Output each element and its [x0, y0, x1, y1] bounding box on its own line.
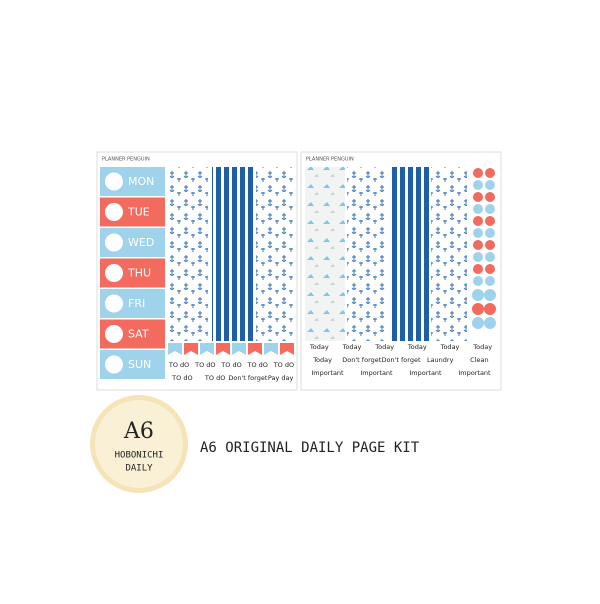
- sticker-text: TO dO: [220, 361, 241, 369]
- day-label: WED: [128, 236, 154, 249]
- dot: [485, 276, 495, 286]
- flag: [280, 343, 294, 355]
- sticker-text: Don't forget: [228, 374, 267, 382]
- dot: [485, 192, 495, 202]
- dot: [485, 216, 495, 226]
- sticker-text: TO dO: [168, 361, 189, 369]
- flag: [248, 343, 262, 355]
- day-label: FRI: [128, 297, 145, 310]
- dot: [485, 228, 495, 238]
- dot: [473, 192, 483, 202]
- flag: [168, 343, 182, 355]
- sticker-text: Today: [440, 343, 460, 351]
- dot: [473, 276, 483, 286]
- sticker-text: Pay day: [268, 374, 294, 382]
- stripes: [212, 167, 254, 341]
- pattern: [168, 167, 208, 341]
- brand: PLANNER PENGUIN: [306, 157, 354, 163]
- day-circle: [105, 233, 123, 252]
- day-label: THU: [127, 267, 151, 280]
- flag: [216, 343, 230, 355]
- badge-line: DAILY: [125, 464, 153, 474]
- dot: [473, 180, 483, 190]
- flower: [472, 303, 484, 315]
- dot: [473, 264, 483, 274]
- sticker-text: Don't forget: [342, 356, 381, 364]
- brand: PLANNER PENGUIN: [102, 157, 150, 163]
- dot: [473, 240, 483, 250]
- flower: [484, 303, 496, 315]
- day-label: SAT: [128, 328, 149, 341]
- day-label: TUE: [127, 206, 150, 219]
- sticker-text: Today: [407, 343, 427, 351]
- dot: [485, 240, 495, 250]
- badge: A6 HOBONICHI DAILY: [90, 395, 188, 493]
- pattern: [347, 167, 385, 341]
- dot: [473, 168, 483, 178]
- day-circle: [105, 264, 123, 282]
- badge-face: [95, 400, 183, 488]
- dot: [485, 168, 495, 178]
- sticker-text: Today: [374, 343, 394, 351]
- day-circle: [105, 325, 123, 343]
- sticker-text: Today: [309, 343, 329, 351]
- pattern: [256, 167, 296, 341]
- sticker-text: Today: [342, 343, 362, 351]
- flower: [484, 317, 496, 329]
- left-sheet: PLANNER PENGUIN MON TUE WED THU FRI SAT SUN TO …: [96, 151, 298, 391]
- sticker-text: Clean: [470, 356, 488, 364]
- pattern: [305, 167, 345, 341]
- flower: [472, 289, 484, 301]
- dot: [473, 216, 483, 226]
- badge-line: HOBONICHI: [115, 451, 164, 461]
- day-circle: [105, 203, 123, 221]
- sticker-text: Today: [472, 343, 492, 351]
- flower: [472, 317, 484, 329]
- dot: [473, 204, 483, 214]
- stripes: [389, 167, 429, 341]
- day-circle: [105, 355, 123, 374]
- title: A6 ORIGINAL DAILY PAGE KIT: [200, 440, 420, 456]
- dot: [473, 228, 483, 238]
- day-circle: [105, 294, 123, 313]
- day-circle: [105, 172, 123, 191]
- dot: [485, 180, 495, 190]
- sticker-text: TO dO: [194, 361, 215, 369]
- badge-size: A6: [123, 419, 154, 444]
- dot: [485, 252, 495, 262]
- sticker-text: Important: [409, 369, 442, 377]
- day-label: SUN: [128, 358, 151, 371]
- flower: [484, 289, 496, 301]
- sticker-text: TO dO: [171, 374, 192, 382]
- sticker-text: Laundry: [427, 356, 454, 364]
- sticker-text: Don't forget: [382, 356, 421, 364]
- flag: [200, 343, 214, 355]
- sticker-text: Important: [458, 369, 491, 377]
- dot: [473, 252, 483, 262]
- flag: [232, 343, 246, 355]
- dot: [485, 204, 495, 214]
- dot: [485, 264, 495, 274]
- flag: [264, 343, 278, 355]
- right-sheet: PLANNER PENGUIN Today Today Today Today Toda…: [300, 151, 502, 391]
- sticker-text: Important: [311, 369, 344, 377]
- flag: [184, 343, 198, 355]
- day-label: MON: [128, 175, 154, 188]
- pattern: [431, 167, 467, 341]
- sticker-text: TO dO: [273, 361, 294, 369]
- sticker-text: Important: [360, 369, 393, 377]
- sticker-text: TO dO: [204, 374, 225, 382]
- sticker-text: Today: [312, 356, 332, 364]
- sticker-text: TO dO: [246, 361, 267, 369]
